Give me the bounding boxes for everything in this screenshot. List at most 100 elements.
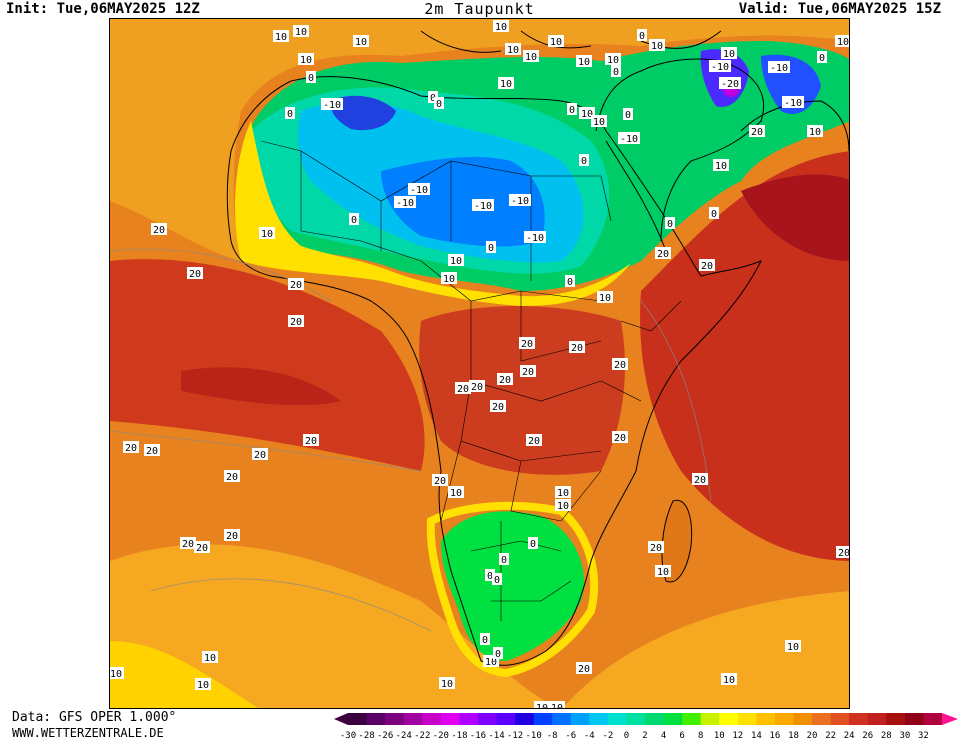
svg-text:20: 20	[146, 446, 158, 457]
southern-africa-green	[441, 511, 585, 661]
svg-text:10: 10	[525, 52, 537, 63]
svg-text:-10: -10	[711, 62, 729, 73]
svg-text:20: 20	[838, 548, 850, 559]
legend-tick-label: -4	[584, 731, 595, 741]
legend-swatch	[570, 713, 590, 725]
legend-swatch	[830, 713, 850, 725]
contour-value-label: 0	[637, 29, 647, 42]
contour-value-label: 0	[428, 91, 438, 104]
svg-text:0: 0	[639, 31, 645, 42]
contour-value-label: 20	[151, 223, 167, 236]
svg-text:20: 20	[457, 384, 469, 395]
contour-value-label: 20	[288, 278, 304, 291]
contour-value-label: 10	[534, 701, 550, 708]
contour-value-label: 0	[611, 65, 621, 78]
contour-value-label: -10	[472, 199, 494, 212]
legend-swatch	[886, 713, 906, 725]
contour-value-label: 10	[523, 50, 539, 63]
contour-value-label: 20	[612, 431, 628, 444]
contour-value-label: 0	[306, 71, 316, 84]
country-borders	[260, 140, 682, 621]
legend-swatch	[366, 713, 386, 725]
legend-tick-label: -30	[340, 731, 356, 741]
contour-value-label: 10	[713, 159, 729, 172]
contour-value-label: 0	[665, 217, 675, 230]
svg-text:0: 0	[430, 93, 436, 104]
contour-value-label: 10	[807, 125, 823, 138]
svg-text:10: 10	[550, 37, 562, 48]
legend-swatch	[645, 713, 665, 725]
legend-tick-label: 22	[825, 731, 836, 741]
legend-swatch	[849, 713, 869, 725]
contour-value-label: 10	[110, 667, 124, 680]
contour-value-label: 10	[273, 30, 289, 43]
tropical-atlantic-field	[110, 259, 425, 471]
contour-value-label: -10	[782, 96, 804, 109]
svg-text:0: 0	[581, 156, 587, 167]
contour-value-label: 20	[692, 473, 708, 486]
svg-text:-10: -10	[620, 134, 638, 145]
svg-text:0: 0	[495, 649, 501, 660]
legend-tick-label: 28	[881, 731, 892, 741]
svg-text:10: 10	[809, 127, 821, 138]
legend-swatch	[867, 713, 887, 725]
contour-value-label: 10	[655, 565, 671, 578]
svg-text:10: 10	[110, 669, 122, 680]
contour-value-label: -20	[719, 77, 741, 90]
svg-text:20: 20	[434, 476, 446, 487]
legend-swatch	[737, 713, 757, 725]
svg-text:20: 20	[153, 225, 165, 236]
dewpoint-map: 10 10 10 10 10 10 10 10 10 10 10 10 10 0 0 0 0 0 0 0 0 0 0 0 0 0 0…	[109, 18, 850, 709]
contour-value-label: 10	[298, 53, 314, 66]
svg-text:20: 20	[305, 436, 317, 447]
contour-value-label: 10	[259, 227, 275, 240]
atlas-blue-core	[330, 95, 396, 131]
svg-text:20: 20	[254, 450, 266, 461]
legend-swatch	[403, 713, 423, 725]
legend-tick-label: -20	[433, 731, 449, 741]
legend-tick-label: 6	[679, 731, 684, 741]
legend-tick-label: 24	[844, 731, 855, 741]
legend-tick-label: 12	[732, 731, 743, 741]
contour-value-label: 10	[785, 640, 801, 653]
svg-text:20: 20	[694, 475, 706, 486]
svg-text:20: 20	[226, 472, 238, 483]
contour-value-label: -10	[408, 183, 430, 196]
svg-text:0: 0	[613, 67, 619, 78]
legend-tick-label: -14	[488, 731, 504, 741]
website-label: WWW.WETTERZENTRALE.DE	[12, 726, 164, 740]
svg-text:0: 0	[308, 73, 314, 84]
svg-text:0: 0	[436, 99, 442, 110]
legend-tick-label: 26	[862, 731, 873, 741]
contour-value-label: 20	[526, 434, 542, 447]
contour-value-label: 10	[202, 651, 218, 664]
svg-text:20: 20	[701, 261, 713, 272]
svg-text:10: 10	[599, 293, 611, 304]
svg-text:20: 20	[522, 367, 534, 378]
svg-text:0: 0	[351, 215, 357, 226]
contour-value-label: 0	[434, 97, 444, 110]
legend-swatch	[440, 713, 460, 725]
legend-tick-label: 4	[661, 731, 666, 741]
contour-value-label: 0	[493, 647, 503, 660]
legend-swatch	[626, 713, 646, 725]
contour-value-label: 10	[448, 254, 464, 267]
sahara-blue-core	[381, 156, 545, 247]
legend-tick-label: -18	[451, 731, 467, 741]
contour-value-label: 10	[576, 55, 592, 68]
svg-text:10: 10	[261, 229, 273, 240]
contour-value-label: 10	[649, 39, 665, 52]
svg-text:10: 10	[500, 79, 512, 90]
svg-text:20: 20	[650, 543, 662, 554]
contour-value-label: 0	[565, 275, 575, 288]
svg-text:20: 20	[657, 249, 669, 260]
contour-value-label: 20	[224, 529, 240, 542]
contour-value-label: 20	[648, 541, 664, 554]
svg-text:20: 20	[521, 339, 533, 350]
svg-text:-10: -10	[323, 100, 341, 111]
legend-swatch	[459, 713, 479, 725]
svg-text:0: 0	[487, 571, 493, 582]
svg-text:10: 10	[275, 32, 287, 43]
svg-text:0: 0	[569, 105, 575, 116]
contour-value-label: 10	[605, 53, 621, 66]
